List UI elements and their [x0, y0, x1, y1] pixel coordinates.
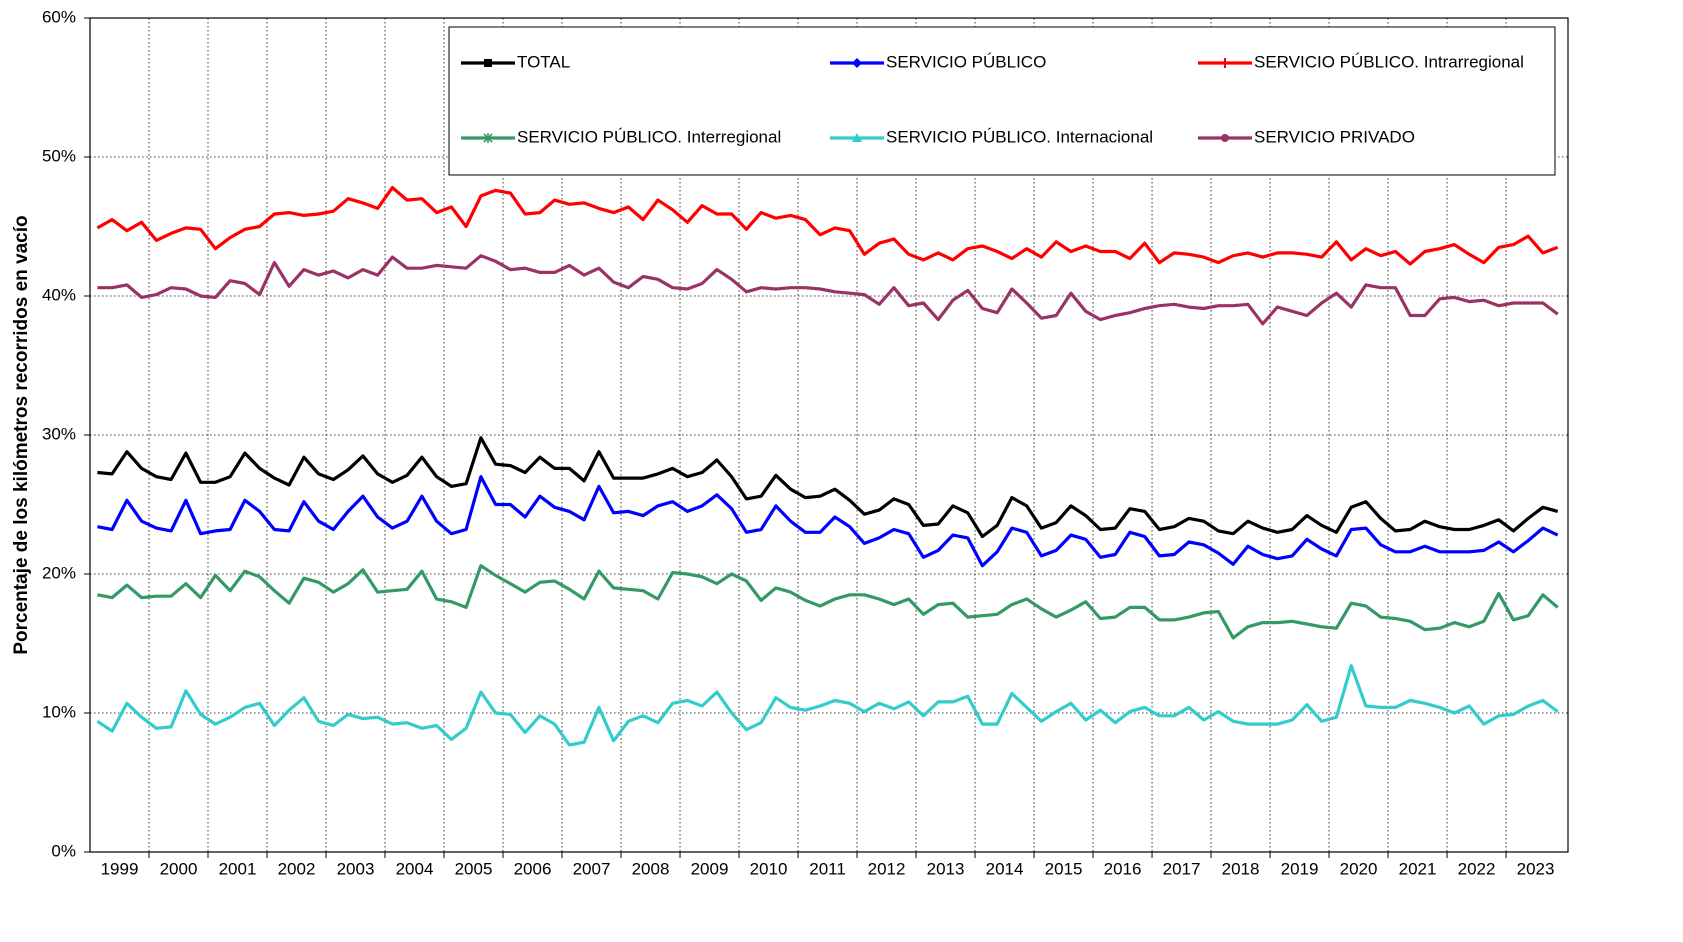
legend-marker [484, 59, 492, 67]
legend-label: SERVICIO PRIVADO [1254, 127, 1415, 146]
y-tick-label: 30% [42, 424, 76, 443]
series-line [97, 475, 1559, 568]
x-tick-label: 2014 [986, 859, 1024, 878]
x-tick-label: 2022 [1458, 859, 1496, 878]
y-tick-label: 40% [42, 285, 76, 304]
legend-label: TOTAL [517, 52, 570, 71]
legend-marker [1221, 134, 1229, 142]
series-line [97, 564, 1559, 640]
legend-marker [852, 133, 862, 142]
series-line [97, 254, 1559, 326]
y-tick-label: 50% [42, 146, 76, 165]
y-tick-label: 0% [51, 841, 76, 860]
x-tick-label: 2021 [1399, 859, 1437, 878]
legend-box [448, 26, 1556, 176]
legend-marker [852, 58, 862, 68]
y-tick-label: 20% [42, 563, 76, 582]
legend-label: SERVICIO PÚBLICO. Intrarregional [1254, 52, 1524, 71]
legend-label: SERVICIO PÚBLICO [886, 52, 1046, 71]
x-tick-label: 2001 [219, 859, 257, 878]
x-tick-label: 2020 [1340, 859, 1378, 878]
y-axis-title: Porcentaje de los kilómetros recorridos … [11, 215, 32, 654]
y-tick-label: 60% [42, 7, 76, 26]
plot-frame [89, 17, 1569, 853]
x-tick-label: 2010 [750, 859, 788, 878]
x-tick-label: 2009 [691, 859, 729, 878]
x-tick-label: 2018 [1222, 859, 1260, 878]
x-tick-label: 1999 [101, 859, 139, 878]
x-tick-label: 2002 [278, 859, 316, 878]
legend: TOTAL SERVICIO PÚBLICO SERVICIO PÚBLICO. I… [461, 52, 1524, 146]
y-tick-label: 10% [42, 702, 76, 721]
series-line [96, 664, 1559, 747]
legend-label: SERVICIO PÚBLICO. Interregional [517, 127, 781, 146]
x-tick-label: 2004 [396, 859, 434, 878]
x-tick-label: 2016 [1104, 859, 1142, 878]
x-tick-label: 2011 [809, 859, 846, 878]
x-tick-label: 2019 [1281, 859, 1319, 878]
x-tick-label: 2008 [632, 859, 670, 878]
x-tick-label: 2017 [1163, 859, 1201, 878]
x-tick-label: 2015 [1045, 859, 1083, 878]
x-tick-label: 2000 [160, 859, 198, 878]
legend-marker [1220, 58, 1230, 68]
x-tick-label: 2013 [927, 859, 965, 878]
x-tick-label: 2012 [868, 859, 906, 878]
legend-marker [483, 133, 493, 143]
x-tick-label: 2023 [1517, 859, 1555, 878]
series-line [97, 436, 1559, 539]
series-layer [96, 186, 1559, 747]
grid [84, 17, 1568, 858]
x-tick-label: 2006 [514, 859, 552, 878]
x-tick-label: 2007 [573, 859, 611, 878]
x-tick-label: 2003 [337, 859, 375, 878]
legend-label: SERVICIO PÚBLICO. Internacional [886, 127, 1153, 146]
series-line [96, 186, 1559, 266]
x-tick-label: 2005 [455, 859, 493, 878]
